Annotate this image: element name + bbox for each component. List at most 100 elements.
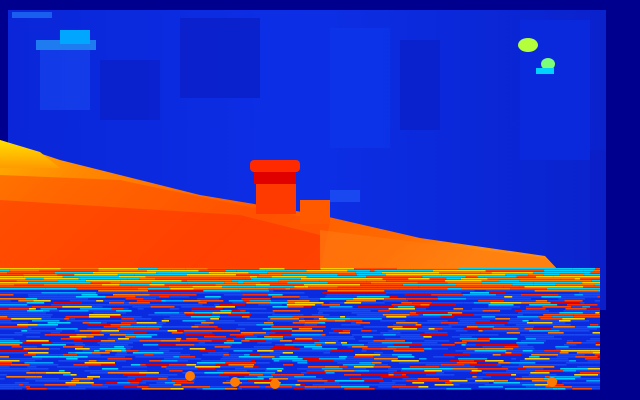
- noise-streak: [71, 380, 80, 382]
- noise-streak: [158, 344, 176, 346]
- noise-streak: [116, 318, 122, 320]
- noise-streak: [255, 284, 270, 286]
- noise-streak: [446, 388, 472, 390]
- noise-streak: [381, 342, 413, 344]
- noise-streak: [292, 322, 298, 324]
- noise-streak: [179, 308, 192, 310]
- noise-streak: [106, 304, 138, 306]
- noise-streak: [72, 376, 88, 378]
- noise-streak: [335, 342, 341, 344]
- noise-streak: [220, 358, 241, 360]
- noise-streak: [150, 302, 172, 304]
- noise-streak: [171, 302, 199, 304]
- noise-streak: [401, 374, 407, 376]
- noise-streak: [146, 382, 157, 384]
- noise-streak: [535, 362, 567, 364]
- noise-streak: [293, 352, 301, 354]
- noise-streak: [138, 376, 169, 378]
- noise-streak: [315, 374, 344, 376]
- noise-streak: [310, 294, 327, 296]
- noise-streak: [264, 336, 283, 338]
- noise-streak: [249, 320, 268, 322]
- noise-streak: [592, 388, 600, 390]
- noise-streak: [420, 304, 430, 306]
- noise-streak: [296, 350, 325, 352]
- noise-streak: [123, 386, 138, 388]
- noise-streak: [12, 362, 25, 364]
- noise-streak: [586, 344, 596, 346]
- noise-streak: [198, 302, 207, 304]
- noise-streak: [366, 368, 388, 370]
- noise-streak: [194, 366, 221, 368]
- noise-streak: [0, 296, 10, 298]
- noise-streak: [538, 316, 553, 318]
- noise-streak: [492, 298, 500, 300]
- noise-streak: [159, 328, 187, 330]
- noise-streak: [378, 386, 393, 388]
- noise-streak: [594, 362, 600, 364]
- noise-streak: [597, 296, 600, 298]
- noise-streak: [109, 342, 133, 344]
- noise-streak: [198, 270, 226, 272]
- noise-streak: [131, 310, 161, 312]
- noise-streak: [299, 320, 306, 322]
- noise-streak: [271, 374, 281, 376]
- noise-streak: [283, 336, 301, 338]
- noise-streak: [457, 300, 479, 302]
- noise-streak: [248, 358, 273, 360]
- noise-streak: [173, 356, 180, 358]
- noise-streak: [448, 348, 467, 350]
- noise-streak: [325, 388, 345, 390]
- noise-streak: [547, 332, 564, 334]
- noise-streak: [494, 326, 512, 328]
- noise-streak: [185, 314, 212, 316]
- noise-streak: [436, 300, 458, 302]
- noise-streak: [19, 380, 36, 382]
- noise-streak: [206, 346, 215, 348]
- noise-streak: [347, 376, 355, 378]
- noise-speck: [185, 371, 195, 381]
- noise-streak: [458, 358, 488, 360]
- noise-streak: [477, 338, 490, 340]
- noise-streak: [424, 332, 448, 334]
- noise-streak: [487, 278, 515, 280]
- noise-streak: [262, 328, 293, 330]
- noise-streak: [349, 360, 357, 362]
- noise-streak: [584, 274, 600, 276]
- noise-streak: [23, 354, 37, 356]
- noise-streak: [510, 288, 547, 290]
- noise-streak: [397, 268, 459, 270]
- noise-streak: [127, 352, 133, 354]
- noise-streak: [293, 388, 305, 390]
- noise-streak: [32, 320, 60, 322]
- noise-streak: [349, 378, 362, 380]
- noise-streak: [107, 338, 119, 340]
- noise-streak: [346, 300, 377, 302]
- noise-streak: [388, 368, 402, 370]
- noise-streak: [285, 288, 291, 290]
- noise-streak: [189, 348, 206, 350]
- noise-streak: [517, 338, 526, 340]
- noise-streak: [419, 358, 427, 360]
- noise-streak: [425, 376, 445, 378]
- noise-streak: [460, 278, 488, 280]
- noise-streak: [77, 314, 89, 316]
- noise-streak: [214, 328, 222, 330]
- noise-streak: [584, 302, 600, 304]
- noise-streak: [440, 322, 459, 324]
- noise-streak: [514, 300, 524, 302]
- noise-streak: [118, 368, 148, 370]
- noise-streak: [11, 364, 30, 366]
- noise-streak: [482, 330, 508, 332]
- noise-streak: [168, 376, 195, 378]
- noise-streak: [284, 268, 314, 270]
- noise-streak: [198, 326, 218, 328]
- noise-streak: [568, 346, 592, 348]
- noise-streak: [265, 340, 280, 342]
- noise-streak: [322, 292, 370, 294]
- noise-streak: [292, 386, 305, 388]
- noise-streak: [0, 306, 32, 308]
- noise-streak: [269, 284, 304, 286]
- noise-streak: [212, 332, 241, 334]
- noise-streak: [178, 366, 195, 368]
